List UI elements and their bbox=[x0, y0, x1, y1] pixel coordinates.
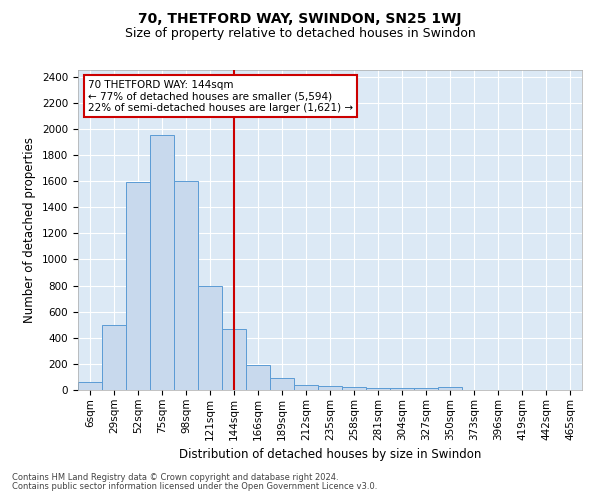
Bar bbox=[438, 386, 462, 390]
Bar bbox=[366, 388, 390, 390]
Text: Contains public sector information licensed under the Open Government Licence v3: Contains public sector information licen… bbox=[12, 482, 377, 491]
Text: 70 THETFORD WAY: 144sqm
← 77% of detached houses are smaller (5,594)
22% of semi: 70 THETFORD WAY: 144sqm ← 77% of detache… bbox=[88, 80, 353, 113]
Bar bbox=[246, 364, 270, 390]
Bar bbox=[174, 181, 198, 390]
Text: Contains HM Land Registry data © Crown copyright and database right 2024.: Contains HM Land Registry data © Crown c… bbox=[12, 474, 338, 482]
Bar bbox=[102, 324, 126, 390]
Bar bbox=[222, 328, 246, 390]
Bar bbox=[198, 286, 222, 390]
Bar bbox=[342, 387, 366, 390]
Bar bbox=[150, 136, 174, 390]
Bar bbox=[78, 382, 102, 390]
Bar bbox=[270, 378, 294, 390]
Text: Size of property relative to detached houses in Swindon: Size of property relative to detached ho… bbox=[125, 28, 475, 40]
Y-axis label: Number of detached properties: Number of detached properties bbox=[23, 137, 37, 323]
Text: 70, THETFORD WAY, SWINDON, SN25 1WJ: 70, THETFORD WAY, SWINDON, SN25 1WJ bbox=[138, 12, 462, 26]
Bar bbox=[318, 386, 342, 390]
Bar bbox=[126, 182, 150, 390]
Bar bbox=[390, 388, 414, 390]
X-axis label: Distribution of detached houses by size in Swindon: Distribution of detached houses by size … bbox=[179, 448, 481, 461]
Bar bbox=[294, 386, 318, 390]
Bar bbox=[414, 388, 438, 390]
